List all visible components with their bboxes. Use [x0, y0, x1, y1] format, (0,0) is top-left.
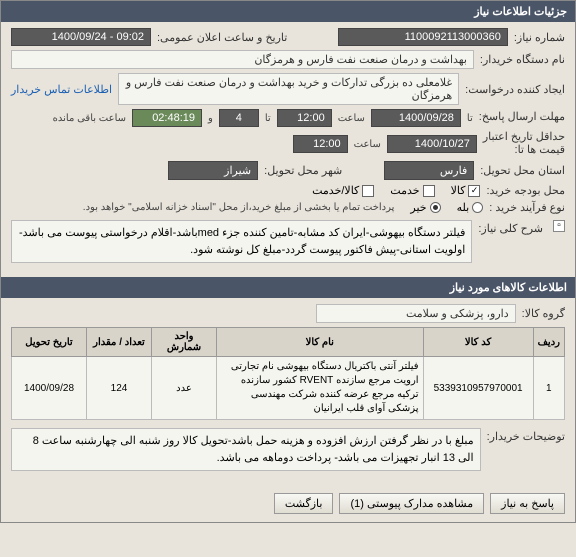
field-niaz-no: 1100092113000360: [338, 28, 508, 46]
label-budget: محل بودجه خرید:: [486, 184, 565, 197]
th-delivery: تاریخ تحویل: [12, 328, 87, 357]
label-from: تا: [467, 113, 473, 124]
th-row: ردیف: [533, 328, 564, 357]
view-docs-button[interactable]: مشاهده مدارک پیوستی (1): [339, 493, 484, 514]
label-request-creator: ایجاد کننده درخواست:: [465, 83, 565, 96]
label-buyer-device: نام دستگاه خریدار:: [480, 53, 565, 66]
th-code: کد کالا: [423, 328, 533, 357]
field-announce: 09:02 - 1400/09/24: [11, 28, 151, 46]
td-row: 1: [533, 357, 564, 420]
section-header-details: جزئیات اطلاعات نیاز: [1, 1, 575, 22]
goods-table: ردیف کد کالا نام کالا واحد شمارش تعداد /…: [11, 327, 565, 420]
label-buyer-notes: توضیحات خریدار:: [487, 430, 565, 443]
label-announce: تاریخ و ساعت اعلان عمومی:: [157, 31, 287, 44]
label-validity2: قیمت ها تا:: [483, 144, 565, 157]
label-to1: تا: [265, 113, 271, 124]
checkbox-icon: ✓: [468, 185, 480, 197]
label-general-desc: شرح کلی نیاز:: [478, 222, 543, 235]
process-text: پرداخت تمام یا بخشی از مبلغ خرید،از محل …: [83, 202, 395, 213]
label-niaz-no: شماره نیاز:: [514, 31, 565, 44]
chk-goods[interactable]: ✓ کالا: [451, 184, 481, 197]
radio-yes[interactable]: بله: [457, 201, 484, 214]
chk-service-label: خدمت: [390, 184, 419, 197]
field-buyer-notes: مبلغ با در نظر گرفتن ارزش افزوده و هزینه…: [11, 428, 481, 471]
return-button[interactable]: بازگشت: [274, 493, 334, 514]
label-hour1: ساعت: [338, 113, 365, 124]
label-deadline-reply: مهلت ارسال پاسخ:: [479, 111, 565, 124]
field-deadline-date: 1400/09/28: [371, 109, 461, 127]
respond-button[interactable]: پاسخ به نیاز: [490, 493, 565, 514]
label-goods-group: گروه کالا:: [522, 307, 565, 320]
radio-no[interactable]: خیر: [410, 201, 440, 214]
td-unit: عدد: [152, 357, 217, 420]
field-validity-date: 1400/10/27: [387, 135, 477, 153]
field-goods-group: دارو، پزشکی و سلامت: [316, 304, 516, 323]
radio-icon: [472, 202, 483, 213]
td-delivery: 1400/09/28: [12, 357, 87, 420]
label-delivery-state: استان محل تحویل:: [480, 164, 565, 177]
field-countdown: 02:48:19: [132, 109, 202, 127]
checkbox-icon: [362, 185, 374, 197]
field-delivery-state: فارس: [384, 161, 474, 180]
radio-icon: [430, 202, 441, 213]
contact-link[interactable]: اطلاعات تماس خریدار: [11, 83, 112, 96]
radio-no-label: خیر: [410, 201, 426, 214]
th-name: نام کالا: [217, 328, 424, 357]
label-remaining: ساعت باقی مانده: [53, 113, 126, 124]
table-row: 1 5339310957970001 فیلتر آنتی باکتریال د…: [12, 357, 565, 420]
label-hour2: ساعت: [354, 139, 381, 150]
label-process: نوع فرآیند خرید :: [489, 201, 565, 214]
field-general-desc: فیلتر دستگاه بیهوشی-ایران کد مشابه-تامین…: [11, 220, 472, 263]
label-validity1: حداقل تاریخ اعتبار: [483, 131, 565, 144]
td-qty: 124: [87, 357, 152, 420]
field-deadline-hour: 12:00: [277, 109, 332, 127]
td-code: 5339310957970001: [423, 357, 533, 420]
label-or: و: [208, 113, 213, 124]
th-qty: تعداد / مقدار: [87, 328, 152, 357]
label-delivery-city: شهر محل تحویل:: [264, 164, 342, 177]
field-deadline-to-days: 4: [219, 109, 259, 127]
td-name: فیلتر آنتی باکتریال دستگاه بیهوشی نام تج…: [217, 357, 424, 420]
field-buyer-device: بهداشت و درمان صنعت نفت فارس و هرمزگان: [11, 50, 474, 69]
radio-yes-label: بله: [457, 201, 470, 214]
section-header-goods: اطلاعات کالاهای مورد نیاز: [1, 277, 575, 298]
field-validity-hour: 12:00: [293, 135, 348, 153]
chk-gs-label: کالا/خدمت: [312, 184, 359, 197]
th-unit: واحد شمارش: [152, 328, 217, 357]
chk-goods-label: کالا: [451, 184, 466, 197]
checkbox-icon: [423, 185, 435, 197]
chk-goods-service[interactable]: کالا/خدمت: [312, 184, 374, 197]
chk-service[interactable]: خدمت: [390, 184, 434, 197]
expand-icon[interactable]: ▫: [553, 220, 565, 232]
field-request-creator: غلامعلی ده بزرگی تدارکات و خرید بهداشت و…: [118, 73, 459, 105]
field-delivery-city: شیراز: [168, 161, 258, 180]
